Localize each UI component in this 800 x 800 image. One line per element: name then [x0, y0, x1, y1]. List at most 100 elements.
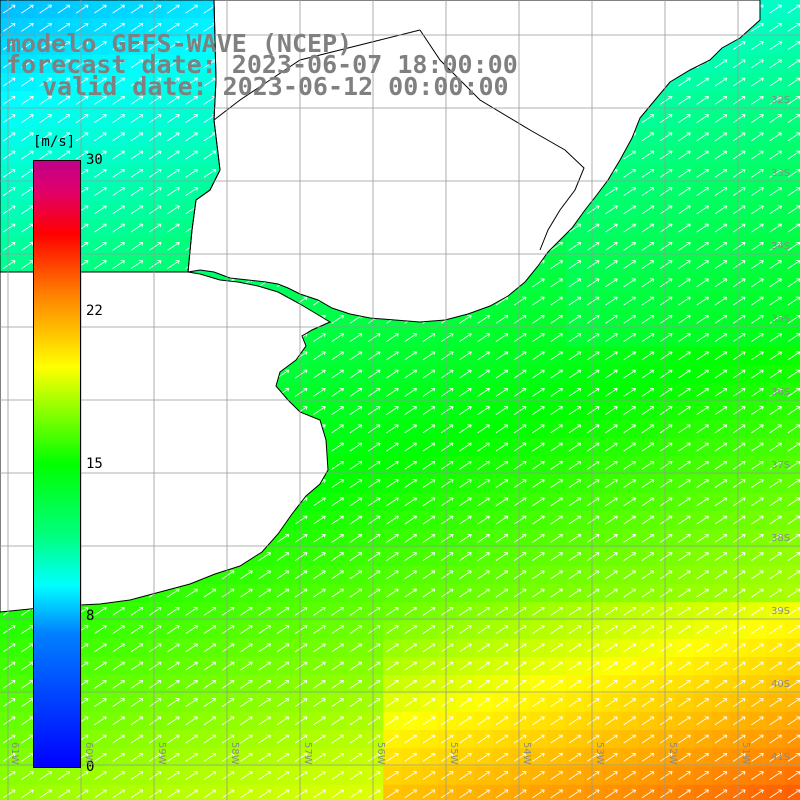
wind-arrow	[732, 479, 746, 488]
wind-arrow	[203, 588, 217, 598]
wind-arrow	[568, 570, 582, 580]
wind-arrow	[732, 789, 746, 799]
wind-arrow	[386, 424, 399, 434]
wind-arrow	[714, 241, 728, 251]
wind-arrow	[513, 314, 527, 324]
wind-arrow	[422, 789, 436, 799]
wind-arrow	[732, 59, 746, 69]
wind-arrow	[751, 771, 764, 780]
wind-arrow	[130, 625, 144, 634]
wind-arrow	[623, 314, 637, 324]
colorbar-tick: 8	[86, 608, 95, 624]
wind-arrow	[276, 734, 290, 744]
wind-arrow	[769, 588, 783, 598]
wind-arrow	[714, 643, 728, 653]
colorbar-tick: 0	[86, 759, 95, 775]
wind-arrow	[751, 789, 764, 799]
wind-arrow	[422, 771, 436, 780]
wind-arrow	[331, 406, 345, 415]
wind-arrow	[422, 552, 436, 561]
wind-arrow	[696, 314, 710, 324]
wind-arrow	[258, 734, 272, 744]
wind-arrow	[623, 789, 637, 799]
wind-arrow	[331, 734, 345, 744]
wind-arrow	[130, 187, 144, 196]
wind-arrow	[75, 59, 89, 69]
wind-arrow	[276, 625, 290, 634]
wind-arrow	[459, 661, 472, 671]
wind-arrow	[386, 606, 399, 616]
wind-arrow	[39, 41, 53, 50]
wind-arrow	[714, 314, 728, 324]
wind-arrow	[751, 351, 764, 361]
wind-cell	[602, 784, 621, 800]
wind-arrow	[641, 406, 655, 415]
wind-arrow	[94, 698, 107, 707]
wind-arrow	[440, 424, 454, 434]
wind-arrow	[586, 241, 600, 251]
wind-arrow	[513, 497, 527, 507]
wind-arrow	[148, 205, 162, 215]
wind-arrow	[313, 698, 326, 707]
wind-cell	[784, 18, 800, 37]
wind-arrow	[769, 278, 783, 288]
wind-cell	[784, 182, 800, 202]
wind-arrow	[404, 716, 418, 726]
wind-arrow	[605, 552, 618, 561]
wind-arrow	[678, 716, 691, 726]
wind-arrow	[112, 625, 126, 634]
wind-arrow	[678, 661, 691, 671]
wind-arrow	[605, 333, 618, 342]
wind-arrow	[2, 679, 16, 689]
wind-arrow	[550, 241, 564, 251]
wind-arrow	[130, 752, 144, 762]
wind-cell	[200, 784, 220, 800]
wind-arrow	[751, 606, 764, 616]
wind-arrow	[495, 460, 509, 470]
wind-arrow	[404, 515, 418, 525]
wind-arrow	[167, 734, 180, 744]
wind-arrow	[459, 533, 472, 543]
lon-label: 57W	[302, 742, 313, 765]
wind-arrow	[477, 606, 491, 616]
wind-arrow	[75, 132, 89, 142]
wind-arrow	[440, 606, 454, 616]
wind-arrow	[769, 771, 783, 780]
wind-arrow	[532, 789, 545, 799]
wind-arrow	[167, 168, 180, 178]
wind-arrow	[623, 479, 637, 488]
wind-arrow	[586, 223, 600, 233]
wind-arrow	[331, 442, 345, 452]
wind-arrow	[678, 752, 691, 762]
wind-arrow	[678, 625, 691, 634]
wind-arrow	[167, 606, 180, 616]
wind-arrow	[459, 625, 472, 634]
wind-arrow	[641, 771, 655, 780]
wind-arrow	[732, 278, 746, 288]
wind-arrow	[659, 497, 673, 507]
wind-cell	[784, 383, 800, 402]
wind-arrow	[532, 515, 545, 525]
wind-arrow	[696, 114, 710, 123]
wind-arrow	[459, 570, 472, 580]
wind-arrow	[148, 223, 162, 233]
wind-arrow	[532, 625, 545, 634]
wind-arrow	[477, 643, 491, 653]
wind-arrow	[678, 278, 691, 288]
wind-arrow	[751, 187, 764, 196]
wind-arrow	[349, 333, 363, 342]
wind-arrow	[185, 4, 199, 14]
wind-arrow	[349, 570, 363, 580]
wind-arrow	[605, 734, 618, 744]
wind-arrow	[696, 533, 710, 543]
wind-arrow	[459, 314, 472, 324]
wind-arrow	[678, 442, 691, 452]
wind-arrow	[751, 314, 764, 324]
wind-arrow	[568, 716, 582, 726]
wind-arrow	[294, 625, 308, 634]
wind-arrow	[769, 260, 783, 269]
wind-arrow	[331, 588, 345, 598]
wind-arrow	[732, 114, 746, 123]
wind-arrow	[586, 369, 600, 379]
wind-arrow	[586, 497, 600, 507]
